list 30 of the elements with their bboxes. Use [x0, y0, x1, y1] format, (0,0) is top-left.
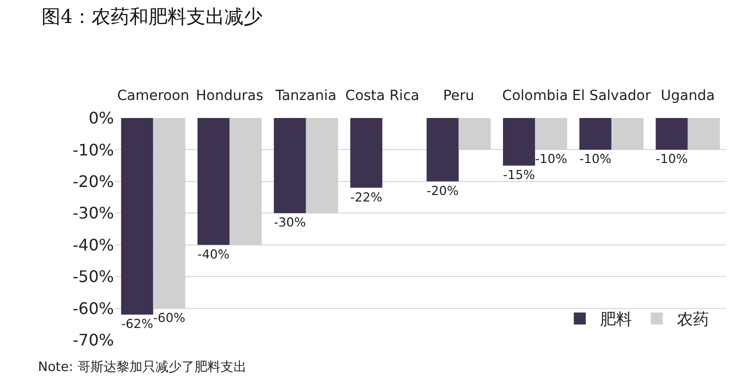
x-tick-label: Tanzania [274, 88, 336, 104]
chart-title: 图4：农药和肥料支出减少 [42, 6, 263, 28]
x-tick-label: Costa Rica [345, 88, 420, 104]
y-tick-label: -50% [72, 267, 114, 286]
legend-label: 肥料 [600, 310, 632, 329]
x-tick-label: Cameroon [117, 88, 190, 104]
data-label: -40% [197, 246, 230, 262]
y-tick-label: -30% [72, 204, 114, 223]
x-tick-label: Uganda [660, 88, 715, 104]
data-label: -10% [579, 151, 612, 166]
data-label: -62% [121, 316, 154, 332]
data-label: -10% [656, 151, 688, 166]
y-tick-label: -20% [72, 172, 114, 192]
data-label: -10% [535, 151, 568, 166]
x-tick-label: Colombia [502, 88, 568, 104]
x-tick-label: Peru [443, 88, 474, 104]
text: Note: 哥斯达黎加只减少了肥料支出 [38, 360, 246, 375]
x-tick-label: Honduras [196, 88, 264, 104]
data-label: -22% [350, 189, 383, 204]
data-label: -20% [426, 182, 459, 198]
x-tick-label: El Salvador [572, 88, 651, 104]
data-label: -30% [274, 214, 306, 230]
data-label: -60% [153, 310, 186, 325]
legend-label: 农药 [676, 310, 709, 329]
y-tick-label: -40% [72, 235, 114, 254]
y-tick-label: -60% [72, 298, 114, 318]
y-tick-label: -10% [72, 140, 114, 160]
y-tick-label: 0% [88, 108, 114, 128]
data-label: -15% [502, 167, 536, 182]
y-tick-label: -70% [72, 330, 114, 350]
